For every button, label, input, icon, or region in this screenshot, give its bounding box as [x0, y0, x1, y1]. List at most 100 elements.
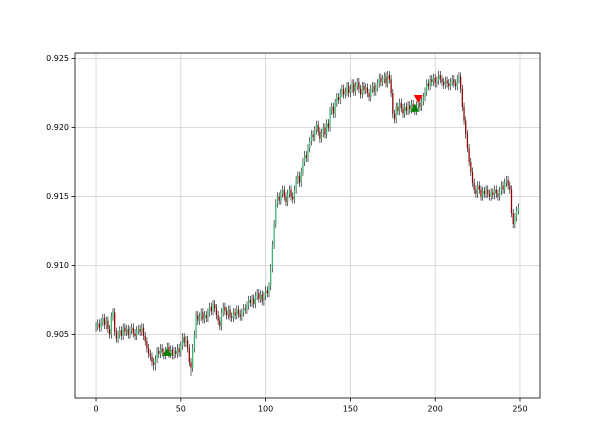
candle-body — [102, 317, 104, 323]
candle-body — [439, 75, 441, 80]
candle-body — [376, 83, 379, 88]
candle-body — [497, 193, 499, 197]
candle-body — [227, 309, 229, 316]
candle-body — [170, 349, 172, 354]
y-tick-label: 0.925 — [46, 54, 69, 63]
candle-body — [142, 327, 145, 336]
candle-body — [153, 362, 155, 365]
candle-body — [461, 88, 463, 107]
candle-body — [332, 106, 335, 114]
candle-body — [385, 76, 387, 84]
candle-body — [232, 312, 235, 318]
candle-body — [168, 346, 170, 354]
candle-body — [388, 75, 391, 80]
y-tick-label: 0.910 — [46, 261, 69, 270]
candle-body — [231, 316, 233, 318]
candle-body — [459, 76, 462, 89]
candle-body — [268, 286, 270, 294]
candle-body — [368, 93, 370, 98]
candle-body — [324, 127, 326, 135]
candle-body — [254, 295, 257, 305]
candle-body — [103, 317, 106, 325]
candle-body — [195, 315, 197, 335]
candle-body — [327, 123, 329, 128]
candle-body — [404, 106, 406, 114]
candle-body — [446, 80, 448, 84]
candle-body — [336, 97, 338, 103]
candle-body — [424, 91, 426, 98]
candle-body — [163, 352, 165, 356]
candle-body — [361, 86, 363, 95]
candle-body — [200, 312, 202, 317]
candle-body — [178, 348, 180, 353]
candle-body — [120, 330, 123, 336]
candle-body — [476, 185, 479, 194]
candle-body — [144, 335, 146, 342]
candle-body — [507, 179, 509, 186]
candle-body — [273, 224, 275, 245]
candle-body — [359, 88, 362, 95]
candle-body — [119, 330, 121, 335]
candle-body — [431, 79, 433, 82]
candle-body — [297, 175, 299, 180]
candle-body — [344, 91, 346, 95]
candle-body — [159, 348, 162, 354]
candle-body — [236, 309, 238, 316]
candle-body — [307, 148, 309, 158]
marks-layer — [95, 70, 519, 376]
candle-body — [212, 304, 214, 312]
candle-body — [285, 196, 287, 203]
candle-body — [192, 348, 194, 368]
candle-body — [158, 351, 160, 354]
candle-body — [380, 77, 382, 82]
candle-body — [515, 210, 518, 218]
candle-body — [346, 86, 348, 92]
candle-body — [471, 171, 474, 183]
candle-body — [463, 106, 465, 121]
candle-body — [509, 185, 511, 190]
candle-body — [339, 93, 341, 100]
sell-signal — [413, 94, 423, 104]
candle-body — [258, 293, 260, 299]
candle-body — [275, 203, 277, 225]
candle-body — [183, 337, 185, 343]
candle-body — [493, 189, 496, 196]
y-tick-label: 0.905 — [46, 330, 69, 339]
candle-body — [305, 155, 307, 158]
candle-body — [370, 88, 372, 98]
candle-body — [115, 331, 118, 339]
candle-body — [197, 315, 199, 321]
candle-body — [270, 268, 272, 287]
candle-body — [319, 131, 321, 139]
candle-body — [314, 130, 316, 138]
candle-body — [278, 196, 280, 201]
candle-body — [203, 315, 206, 320]
candle-body — [214, 304, 216, 309]
candle-body — [114, 312, 116, 332]
candle-body — [295, 179, 297, 190]
candle-body — [161, 348, 163, 353]
candle-body — [444, 80, 447, 85]
candle-body — [342, 88, 345, 95]
candle-body — [108, 329, 111, 335]
candle-body — [298, 175, 301, 183]
y-tick-label: 0.920 — [46, 123, 69, 132]
candle-body — [436, 80, 438, 84]
candle-body — [219, 320, 221, 327]
candle-body — [353, 83, 355, 92]
candle-body — [510, 189, 513, 214]
buy-signal — [410, 103, 420, 112]
candle-body — [505, 179, 508, 183]
candle-body — [220, 312, 223, 327]
candle-body — [395, 106, 397, 120]
candle-body — [443, 81, 445, 85]
candle-body — [426, 83, 428, 92]
candle-body — [149, 353, 151, 357]
candle-body — [139, 329, 141, 332]
candle-body — [448, 83, 450, 87]
candle-body — [198, 316, 201, 321]
candle-body — [502, 185, 504, 190]
candle-body — [251, 298, 253, 303]
candle-body — [253, 298, 255, 305]
